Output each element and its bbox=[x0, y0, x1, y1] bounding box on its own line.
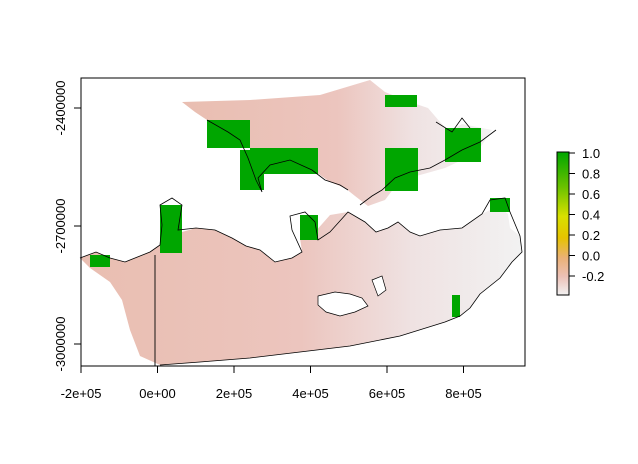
coastline-north bbox=[206, 117, 497, 206]
x-tick-label: 0e+00 bbox=[139, 386, 176, 401]
cell-high-4 bbox=[385, 148, 418, 191]
x-tick-label: 6e+05 bbox=[369, 386, 406, 401]
x-tick-label: 2e+05 bbox=[216, 386, 253, 401]
inner-island-2 bbox=[371, 275, 387, 297]
cell-high-6 bbox=[160, 205, 182, 253]
inner-island bbox=[317, 291, 369, 317]
legend-tick-label: 0.8 bbox=[582, 167, 600, 182]
southern-land-region bbox=[80, 206, 522, 365]
legend-tick-label: 0.0 bbox=[582, 249, 600, 264]
cell-high-9 bbox=[452, 295, 460, 317]
cell-high-7 bbox=[300, 215, 318, 240]
y-tick-label: -2400000 bbox=[53, 81, 68, 136]
cell-high-10 bbox=[90, 255, 110, 267]
legend-tick-label: -0.2 bbox=[582, 269, 604, 284]
cell-high-1 bbox=[207, 120, 250, 148]
x-tick-label: 4e+05 bbox=[292, 386, 329, 401]
legend-tick-label: 1.0 bbox=[582, 146, 600, 161]
legend-tick-label: 0.6 bbox=[582, 187, 600, 202]
coastline-south bbox=[79, 197, 523, 366]
y-axis: -2400000 -2700000 -3000000 bbox=[53, 81, 82, 372]
x-tick-label: -2e+05 bbox=[61, 386, 102, 401]
legend-tick-label: 0.4 bbox=[582, 208, 600, 223]
x-tick-label: 8e+05 bbox=[445, 386, 482, 401]
cell-high-3 bbox=[385, 95, 417, 107]
cell-high-8 bbox=[490, 198, 510, 212]
raster-layer bbox=[79, 80, 523, 366]
y-tick-label: -2700000 bbox=[53, 199, 68, 254]
x-axis: -2e+05 0e+00 2e+05 4e+05 6e+05 8e+05 bbox=[61, 365, 482, 401]
y-tick-label: -3000000 bbox=[53, 317, 68, 372]
legend-tick-label: 0.2 bbox=[582, 228, 600, 243]
legend-colorbar bbox=[556, 151, 570, 296]
legend: 1.0 0.8 0.6 0.4 0.2 0.0 -0.2 bbox=[556, 146, 604, 296]
